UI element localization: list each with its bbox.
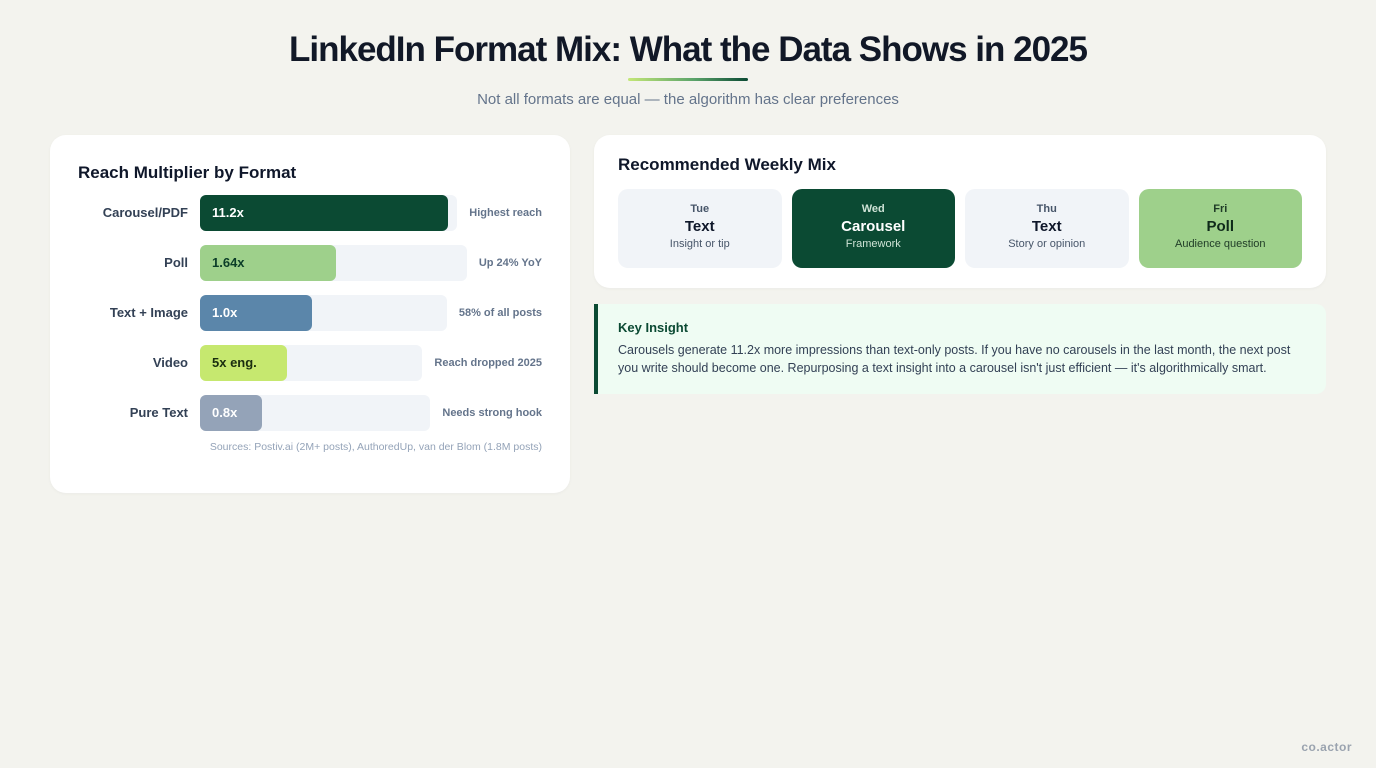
day-of-week: Thu: [1036, 203, 1057, 215]
header: LinkedIn Format Mix: What the Data Shows…: [0, 0, 1376, 108]
bar-row: Carousel/PDF 11.2x Highest reach: [78, 195, 542, 245]
bar: 5x eng.: [200, 345, 287, 381]
brand-watermark: co.actor: [1301, 740, 1352, 754]
bar-category-label: Poll: [164, 255, 188, 270]
weekly-mix-day-tue: Tue Text Insight or tip: [618, 189, 782, 268]
bar-track: 5x eng.: [200, 345, 422, 381]
bar-annotation: 58% of all posts: [458, 307, 542, 319]
format-description: Framework: [845, 238, 901, 250]
reach-multiplier-card: Reach Multiplier by Format Carousel/PDF 1…: [50, 135, 570, 493]
weekly-mix-day-fri: Fri Poll Audience question: [1138, 189, 1302, 268]
post-format: Poll: [1206, 218, 1234, 235]
reach-card-title: Reach Multiplier by Format: [78, 163, 297, 182]
weekly-mix-card: Recommended Weekly Mix Tue Text Insight or…: [594, 135, 1326, 288]
weekly-mix-grid: Tue Text Insight or tip Wed Carousel Framewor…: [618, 189, 1302, 268]
bar-category-label: Video: [152, 355, 188, 370]
post-format: Carousel: [841, 218, 906, 235]
format-description: Story or opinion: [1008, 238, 1086, 250]
bar: 1.0x: [200, 295, 312, 331]
bar: 0.8x: [200, 395, 262, 431]
weekly-mix-title: Recommended Weekly Mix: [618, 155, 836, 174]
reach-bar-chart: Carousel/PDF 11.2x Highest reach Poll 1.64x U…: [78, 195, 542, 445]
page-title: LinkedIn Format Mix: What the Data Shows…: [289, 30, 1088, 69]
key-insight-callout: Key Insight Carousels generate 11.2x mor…: [594, 304, 1326, 394]
bar-track: 0.8x: [200, 395, 430, 431]
key-insight-text: Carousels generate 11.2x more impression…: [618, 343, 1291, 375]
day-of-week: Wed: [861, 203, 885, 215]
bar-annotation: Highest reach: [469, 207, 542, 219]
bar-annotation: Reach dropped 2025: [434, 357, 542, 369]
bar-row: Text + Image 1.0x 58% of all posts: [78, 295, 542, 345]
bar-track: 11.2x: [200, 195, 457, 231]
bar-value-label: 1.0x: [212, 305, 238, 320]
key-insight-title: Key Insight: [618, 320, 689, 335]
bar-value-label: 1.64x: [212, 255, 245, 270]
bar-row: Poll 1.64x Up 24% YoY: [78, 245, 542, 295]
bar-category-label: Pure Text: [129, 405, 188, 420]
bar-category-label: Carousel/PDF: [102, 205, 188, 220]
title-underline: [628, 78, 748, 81]
day-of-week: Tue: [690, 203, 710, 215]
bar-row: Video 5x eng. Reach dropped 2025: [78, 345, 542, 395]
page-subtitle: Not all formats are equal — the algorith…: [477, 91, 899, 108]
bar-value-label: 0.8x: [212, 405, 238, 420]
day-of-week: Fri: [1213, 203, 1228, 215]
bar-track: 1.0x: [200, 295, 447, 331]
bar: 11.2x: [200, 195, 448, 231]
bar-value-label: 5x eng.: [212, 355, 257, 370]
weekly-mix-day-wed: Wed Carousel Framework: [791, 189, 955, 268]
sources-note: Sources: Postiv.ai (2M+ posts), Authored…: [209, 441, 542, 453]
post-format: Text: [684, 218, 715, 235]
bar-category-label: Text + Image: [109, 305, 188, 320]
format-description: Audience question: [1174, 238, 1266, 250]
post-format: Text: [1031, 218, 1062, 235]
bar: 1.64x: [200, 245, 336, 281]
format-description: Insight or tip: [669, 238, 730, 250]
bar-track: 1.64x: [200, 245, 467, 281]
bar-value-label: 11.2x: [212, 205, 244, 220]
bar-annotation: Up 24% YoY: [478, 257, 542, 269]
bar-annotation: Needs strong hook: [442, 407, 542, 419]
weekly-mix-day-thu: Thu Text Story or opinion: [965, 189, 1129, 268]
bar-row: Pure Text 0.8x Needs strong hook: [78, 395, 542, 445]
